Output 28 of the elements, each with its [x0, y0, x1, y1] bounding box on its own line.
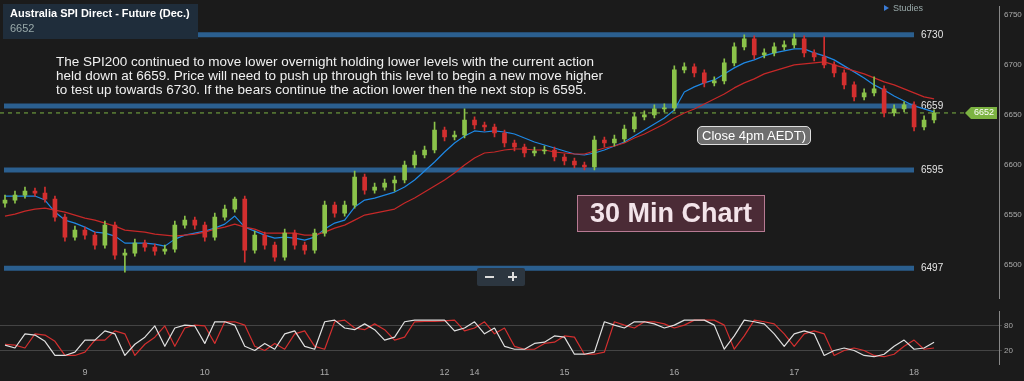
ref-line-label: 6595 — [921, 163, 944, 175]
x-tick-label: 17 — [789, 367, 800, 378]
text: 6652 — [10, 22, 36, 34]
x-tick-label: 11 — [320, 367, 330, 378]
ref-line-label: 6730 — [921, 28, 944, 40]
x-tick-label: 10 — [199, 367, 210, 378]
ref-line-label: 6659 — [921, 99, 944, 111]
x-tick-label: 9 — [82, 367, 88, 378]
y-tick-label: 6650 — [1004, 110, 1023, 120]
y-tick-label: 80 — [1004, 320, 1014, 330]
annotation: Close 4pm AEDT) — [697, 126, 812, 145]
ref-line-label: 6652 — [973, 107, 995, 118]
x-tick-label: 16 — [669, 367, 680, 378]
annotation: Studies — [892, 3, 924, 13]
y-tick-label: 20 — [1004, 345, 1014, 355]
chart-title: Australia SPI Direct - Future (Dec.) — [10, 7, 190, 19]
x-tick-label: 15 — [559, 367, 570, 378]
y-tick-label: 6550 — [1004, 210, 1023, 220]
y-tick-label: 6750 — [1004, 10, 1023, 20]
x-tick-label: 14 — [469, 367, 480, 378]
annotation: The SPI200 continued to move lower overnight holding lower levels with the current action held down at 6659. Price will need to push up through this level to begin a new move higher to test up towards 6730. If the bears continue the action lower then the next stop is 6595. — [56, 54, 605, 98]
y-tick-label: 6700 — [1004, 60, 1023, 70]
y-tick-label: 6500 — [1004, 260, 1023, 270]
ref-line-label: 6497 — [921, 261, 944, 273]
x-tick-label: 12 — [439, 367, 450, 378]
y-tick-label: 6600 — [1004, 160, 1023, 170]
annotation: 30 Min Chart — [577, 195, 766, 232]
x-tick-label: 18 — [909, 367, 920, 378]
